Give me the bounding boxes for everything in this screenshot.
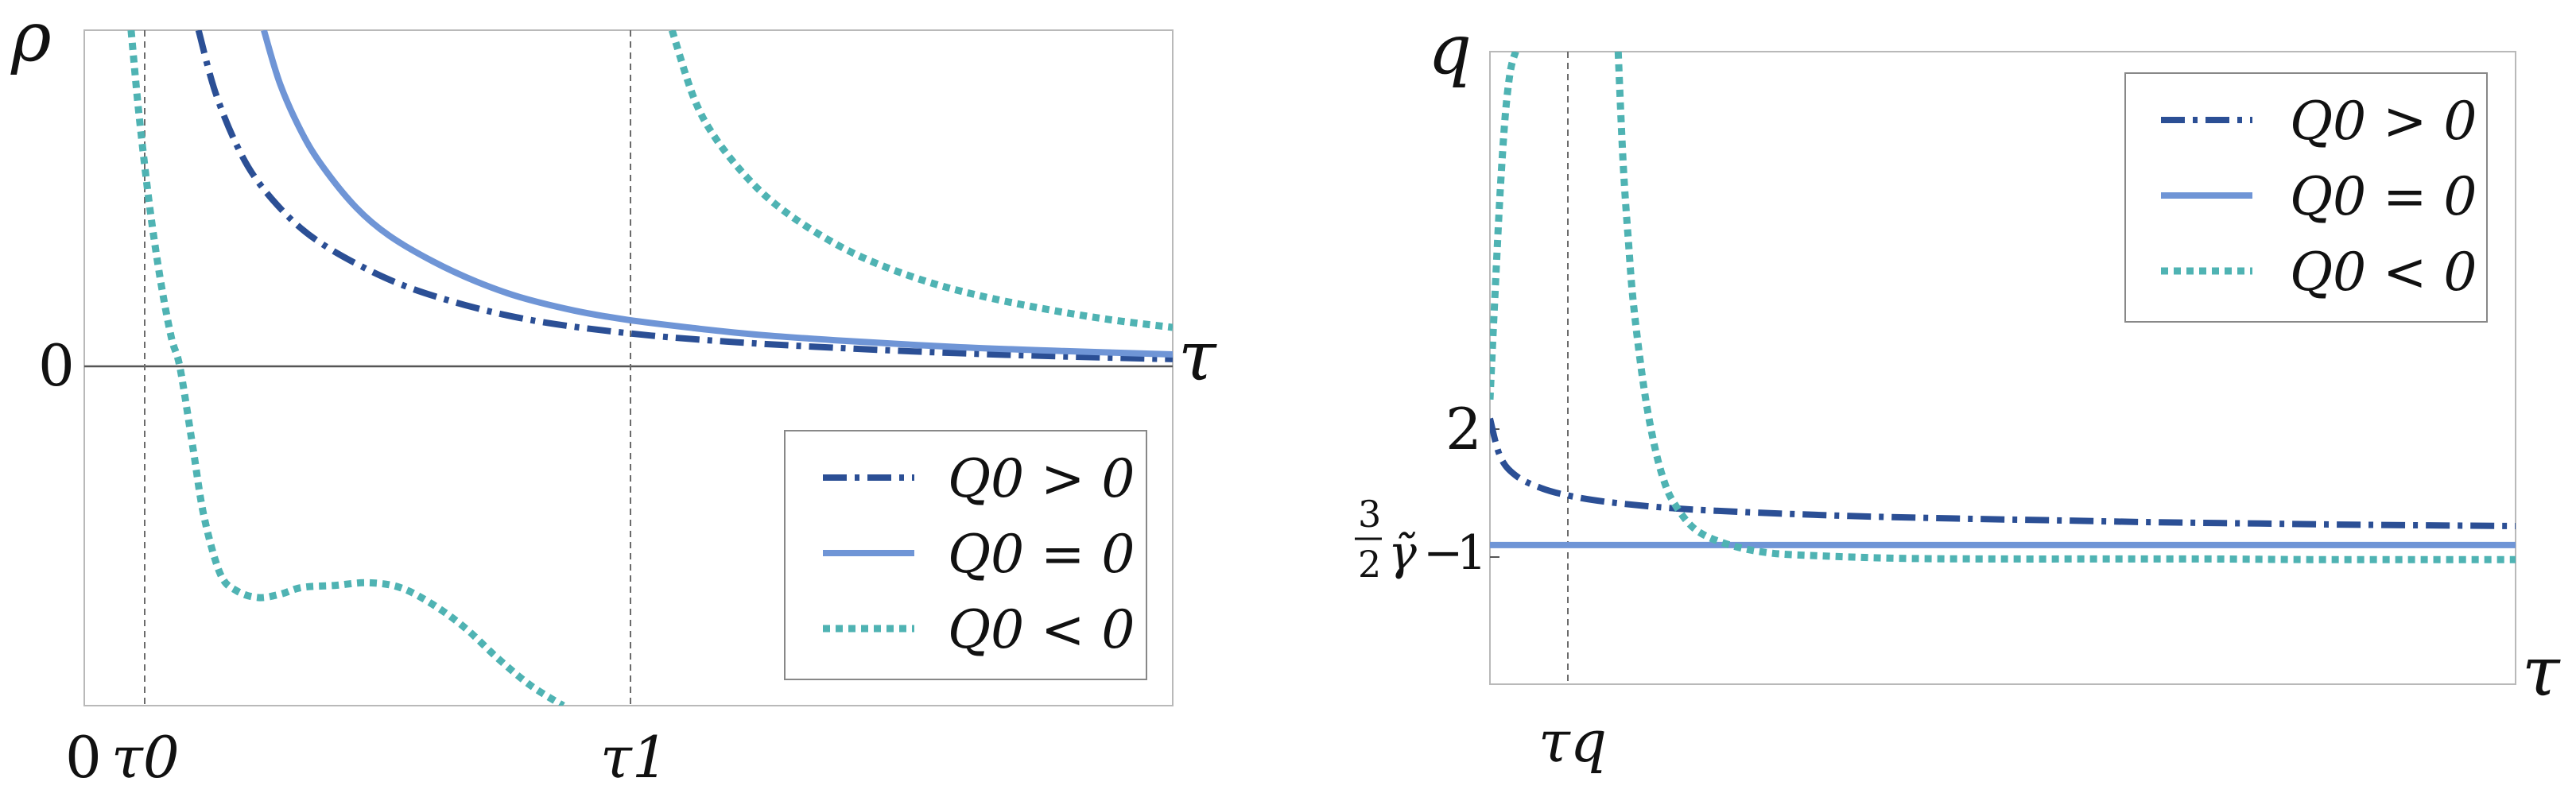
left-y-axis-label: ρ (10, 0, 52, 77)
svg-text:2: 2 (1358, 543, 1381, 586)
series-line-q-dotted-2 (1490, 52, 1519, 400)
left-x-tick-tau0: τ0 (111, 724, 180, 791)
svg-text:γ̃: γ̃ (1388, 525, 1417, 581)
left-legend-label-q0-positive: Q0 > 0 (948, 448, 1135, 509)
right-x-tick-tauq: τq (1538, 708, 1607, 775)
left-series-group (127, 30, 1173, 706)
left-legend-label-q0-negative: Q0 < 0 (948, 599, 1135, 660)
left-x-axis-label: τ (1178, 317, 1217, 397)
svg-text:−: − (1423, 525, 1463, 581)
right-series-group (1490, 52, 2516, 563)
rho-panel: ρ τ 0 0 τ0 τ1 Q0 > 0 Q0 = 0 Q0 < 0 (10, 0, 1217, 791)
q-panel: q τ 2 3 2 γ̃ − 1 τq Q0 > 0 Q0 = 0 Q0 < 0 (1355, 10, 2561, 775)
left-x-tick-0: 0 (65, 724, 102, 791)
right-legend: Q0 > 0 Q0 = 0 Q0 < 0 (2124, 72, 2488, 323)
left-y-tick-0: 0 (38, 332, 75, 399)
left-legend: Q0 > 0 Q0 = 0 Q0 < 0 (784, 430, 1147, 680)
series-line-q-dotted-3 (1614, 52, 2516, 563)
right-y-axis-label: q (1428, 10, 1472, 90)
right-y-tick-2: 2 (1445, 396, 1482, 462)
series-line-q-dashdot-0 (1490, 417, 2516, 529)
right-legend-label-q0-negative: Q0 < 0 (2290, 242, 2477, 303)
left-x-tick-tau1: τ1 (600, 724, 669, 791)
series-line-rho-dotted-2 (127, 30, 565, 706)
left-plot-frame (83, 29, 1174, 706)
series-line-rho-dotted-3 (669, 30, 1173, 331)
left-legend-label-q0-zero: Q0 = 0 (948, 524, 1135, 585)
svg-text:1: 1 (1457, 525, 1487, 581)
series-line-rho-solid-1 (261, 30, 1173, 358)
right-y-tick-baseline-label: 3 2 γ̃ − 1 (1355, 493, 1487, 586)
svg-text:3: 3 (1358, 493, 1381, 536)
right-legend-label-q0-positive: Q0 > 0 (2290, 91, 2477, 152)
right-legend-label-q0-zero: Q0 = 0 (2290, 166, 2477, 227)
series-line-rho-dashdot-0 (195, 30, 1173, 362)
right-x-axis-label: τ (2522, 633, 2561, 712)
